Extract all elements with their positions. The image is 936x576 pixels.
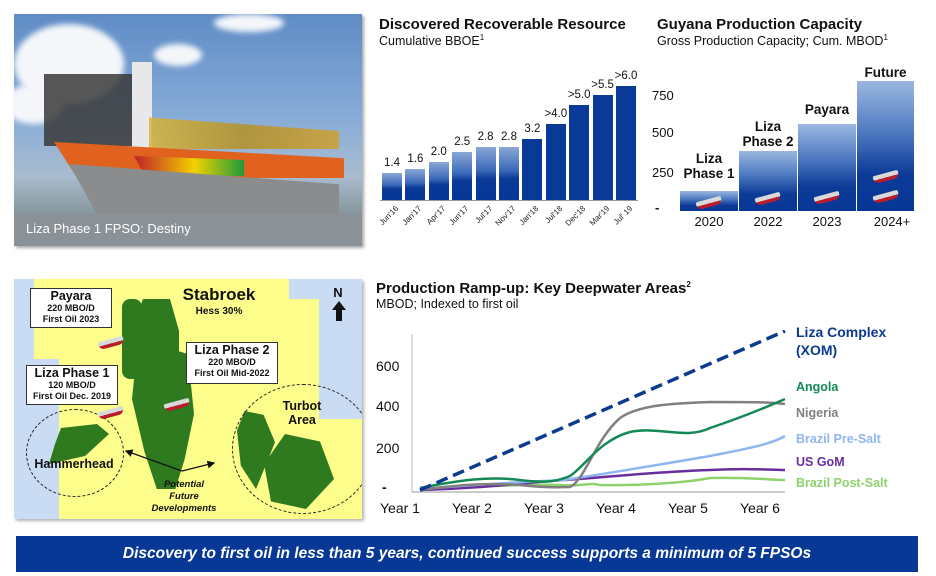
north-arrow-icon — [332, 301, 346, 310]
resource-bar-value: 2.8 — [477, 131, 494, 143]
resource-bar: >5.5 — [591, 79, 614, 200]
ramp-x-tick: Year 6 — [740, 500, 780, 516]
resource-bar-value: 2.0 — [430, 146, 447, 158]
ramp-chart-header: Production Ramp-up: Key Deepwater Areas2… — [376, 280, 691, 311]
capacity-x-label: 2023 — [812, 214, 842, 229]
capacity-y-tick: 250 — [652, 165, 674, 180]
capacity-y-tick: 750 — [652, 88, 674, 103]
photo-caption: Liza Phase 1 FPSO: Destiny — [26, 221, 191, 236]
capacity-bar-liza-phase-1: Liza Phase 1 — [680, 151, 738, 211]
fpso-ship-icon — [872, 169, 900, 185]
capacity-bar-chart: Liza Phase 1 Liza Phase 2 Payara Future — [680, 50, 914, 211]
resource-bar: 2.0 — [428, 146, 449, 200]
liza-phase-1-info-box: Liza Phase 1 120 MBO/D First Oil Dec. 20… — [26, 365, 118, 405]
resource-bar-value: >4.0 — [544, 108, 568, 120]
resource-bar: 1.4 — [382, 157, 402, 200]
ramp-y-tick: 200 — [376, 440, 400, 456]
block-name: Stabroek — [182, 285, 256, 304]
ramp-x-tick: Year 1 — [380, 500, 420, 516]
ramp-x-axis-labels: Year 1 Year 2 Year 3 Year 4 Year 5 Year 6 — [380, 500, 800, 520]
resource-bar: 1.6 — [405, 153, 426, 200]
fpso-ship-icon — [754, 191, 782, 207]
ramp-line-chart — [411, 330, 786, 493]
fpso-ship-icon — [813, 190, 841, 206]
ramp-x-tick: Year 4 — [596, 500, 636, 516]
ramp-x-tick: Year 5 — [668, 500, 708, 516]
resource-chart-title: Discovered Recoverable Resource — [379, 16, 626, 33]
resource-x-axis — [380, 200, 638, 201]
capacity-x-label: 2024+ — [873, 214, 911, 229]
summary-banner: Discovery to first oil in less than 5 ye… — [16, 536, 918, 572]
block-share: Hess 30% — [195, 306, 243, 317]
capacity-x-label: 2020 — [694, 214, 724, 229]
resource-bar: 2.5 — [452, 136, 473, 200]
payara-info-box: Payara 220 MBO/D First Oil 2023 — [30, 288, 112, 328]
fpso-ship-icon — [695, 195, 723, 211]
turbot-area-label: Turbot Area — [282, 399, 322, 427]
ramp-chart-subtitle: MBOD; Indexed to first oil — [376, 297, 519, 311]
turbot-circle — [232, 384, 362, 514]
north-label: N — [333, 285, 343, 300]
legend-nigeria: Nigeria — [796, 406, 839, 420]
capacity-bar-label: Future — [864, 65, 907, 80]
legend-liza-complex: Liza Complex (XOM) — [796, 324, 887, 358]
resource-bar: >4.0 — [544, 108, 567, 200]
resource-bar-value: 1.4 — [384, 157, 400, 169]
legend-us-gom: US GoM — [796, 455, 845, 469]
resource-bar-value: >5.0 — [567, 89, 591, 101]
sea-area — [289, 279, 362, 299]
capacity-chart-title: Guyana Production Capacity — [657, 16, 863, 33]
capacity-bar-label: Liza Phase 2 — [742, 119, 794, 149]
resource-bar-value: >5.5 — [591, 79, 614, 91]
resource-bar-value: 1.6 — [407, 153, 424, 165]
capacity-y-tick: 500 — [652, 125, 674, 140]
resource-bar: 2.8 — [499, 131, 519, 200]
resource-bar-value: 3.2 — [524, 123, 541, 135]
resource-chart-header: Discovered Recoverable Resource Cumulati… — [379, 16, 626, 48]
capacity-chart-header: Guyana Production Capacity Gross Product… — [657, 16, 888, 48]
legend-angola: Angola — [796, 380, 839, 394]
capacity-bar-label: Liza Phase 1 — [683, 151, 735, 181]
resource-bar-value: 2.5 — [454, 136, 471, 148]
resource-bar-value: >6.0 — [614, 70, 638, 82]
legend-brazil-pre-salt: Brazil Pre-Salt — [796, 432, 881, 446]
capacity-bar-liza-phase-2: Liza Phase 2 — [739, 119, 797, 211]
capacity-y-tick: - — [655, 200, 660, 215]
potential-arrows-icon — [124, 449, 216, 472]
capacity-bar-payara: Payara — [798, 102, 856, 211]
fpso-ship-icon — [872, 189, 900, 205]
capacity-chart-subtitle: Gross Production Capacity; Cum. MBOD1 — [657, 33, 888, 49]
ramp-y-tick: 400 — [376, 398, 400, 414]
capacity-bar-label: Payara — [804, 102, 850, 117]
ramp-y-tick: 600 — [376, 358, 400, 374]
liza-phase-2-info-box: Liza Phase 2 220 MBO/D First Oil Mid-202… — [186, 342, 278, 384]
fpso-photo: Liza Phase 1 FPSO: Destiny — [14, 14, 362, 246]
north-arrow-icon — [336, 309, 342, 321]
resource-x-labels: Jun'16 Jan'17 Apr'17 Jun'17 Jul'17 Nov'17 Jan'… — [378, 204, 638, 244]
legend-brazil-post-salt: Brazil Post-Salt — [796, 476, 888, 490]
resource-bar: 3.2 — [522, 123, 543, 200]
stabroek-map: Stabroek Hess 30% N Payara 220 MBO/D Fir… — [14, 279, 362, 519]
resource-bar-value: 2.8 — [501, 131, 517, 143]
hammerhead-circle — [26, 409, 124, 497]
hammerhead-label: Hammerhead — [34, 457, 114, 471]
ramp-x-tick: Year 2 — [452, 500, 492, 516]
resource-bar: 2.8 — [475, 131, 496, 200]
potential-developments-label: Potential Future Developments — [151, 479, 217, 514]
resource-bar-chart: 1.4 1.6 2.0 2.5 2.8 2.8 3.2 >4.0 >5.0 >5.5 >6.0 — [380, 70, 637, 200]
resource-bar: >6.0 — [615, 70, 637, 200]
ramp-x-tick: Year 3 — [524, 500, 564, 516]
ramp-chart-title: Production Ramp-up: Key Deepwater Areas2 — [376, 280, 691, 297]
capacity-bar-future: Future — [857, 65, 914, 211]
resource-chart-subtitle: Cumulative BBOE1 — [379, 33, 485, 49]
resource-bar: >5.0 — [568, 89, 591, 200]
capacity-x-label: 2022 — [753, 214, 783, 229]
ramp-y-tick: - — [382, 479, 387, 495]
